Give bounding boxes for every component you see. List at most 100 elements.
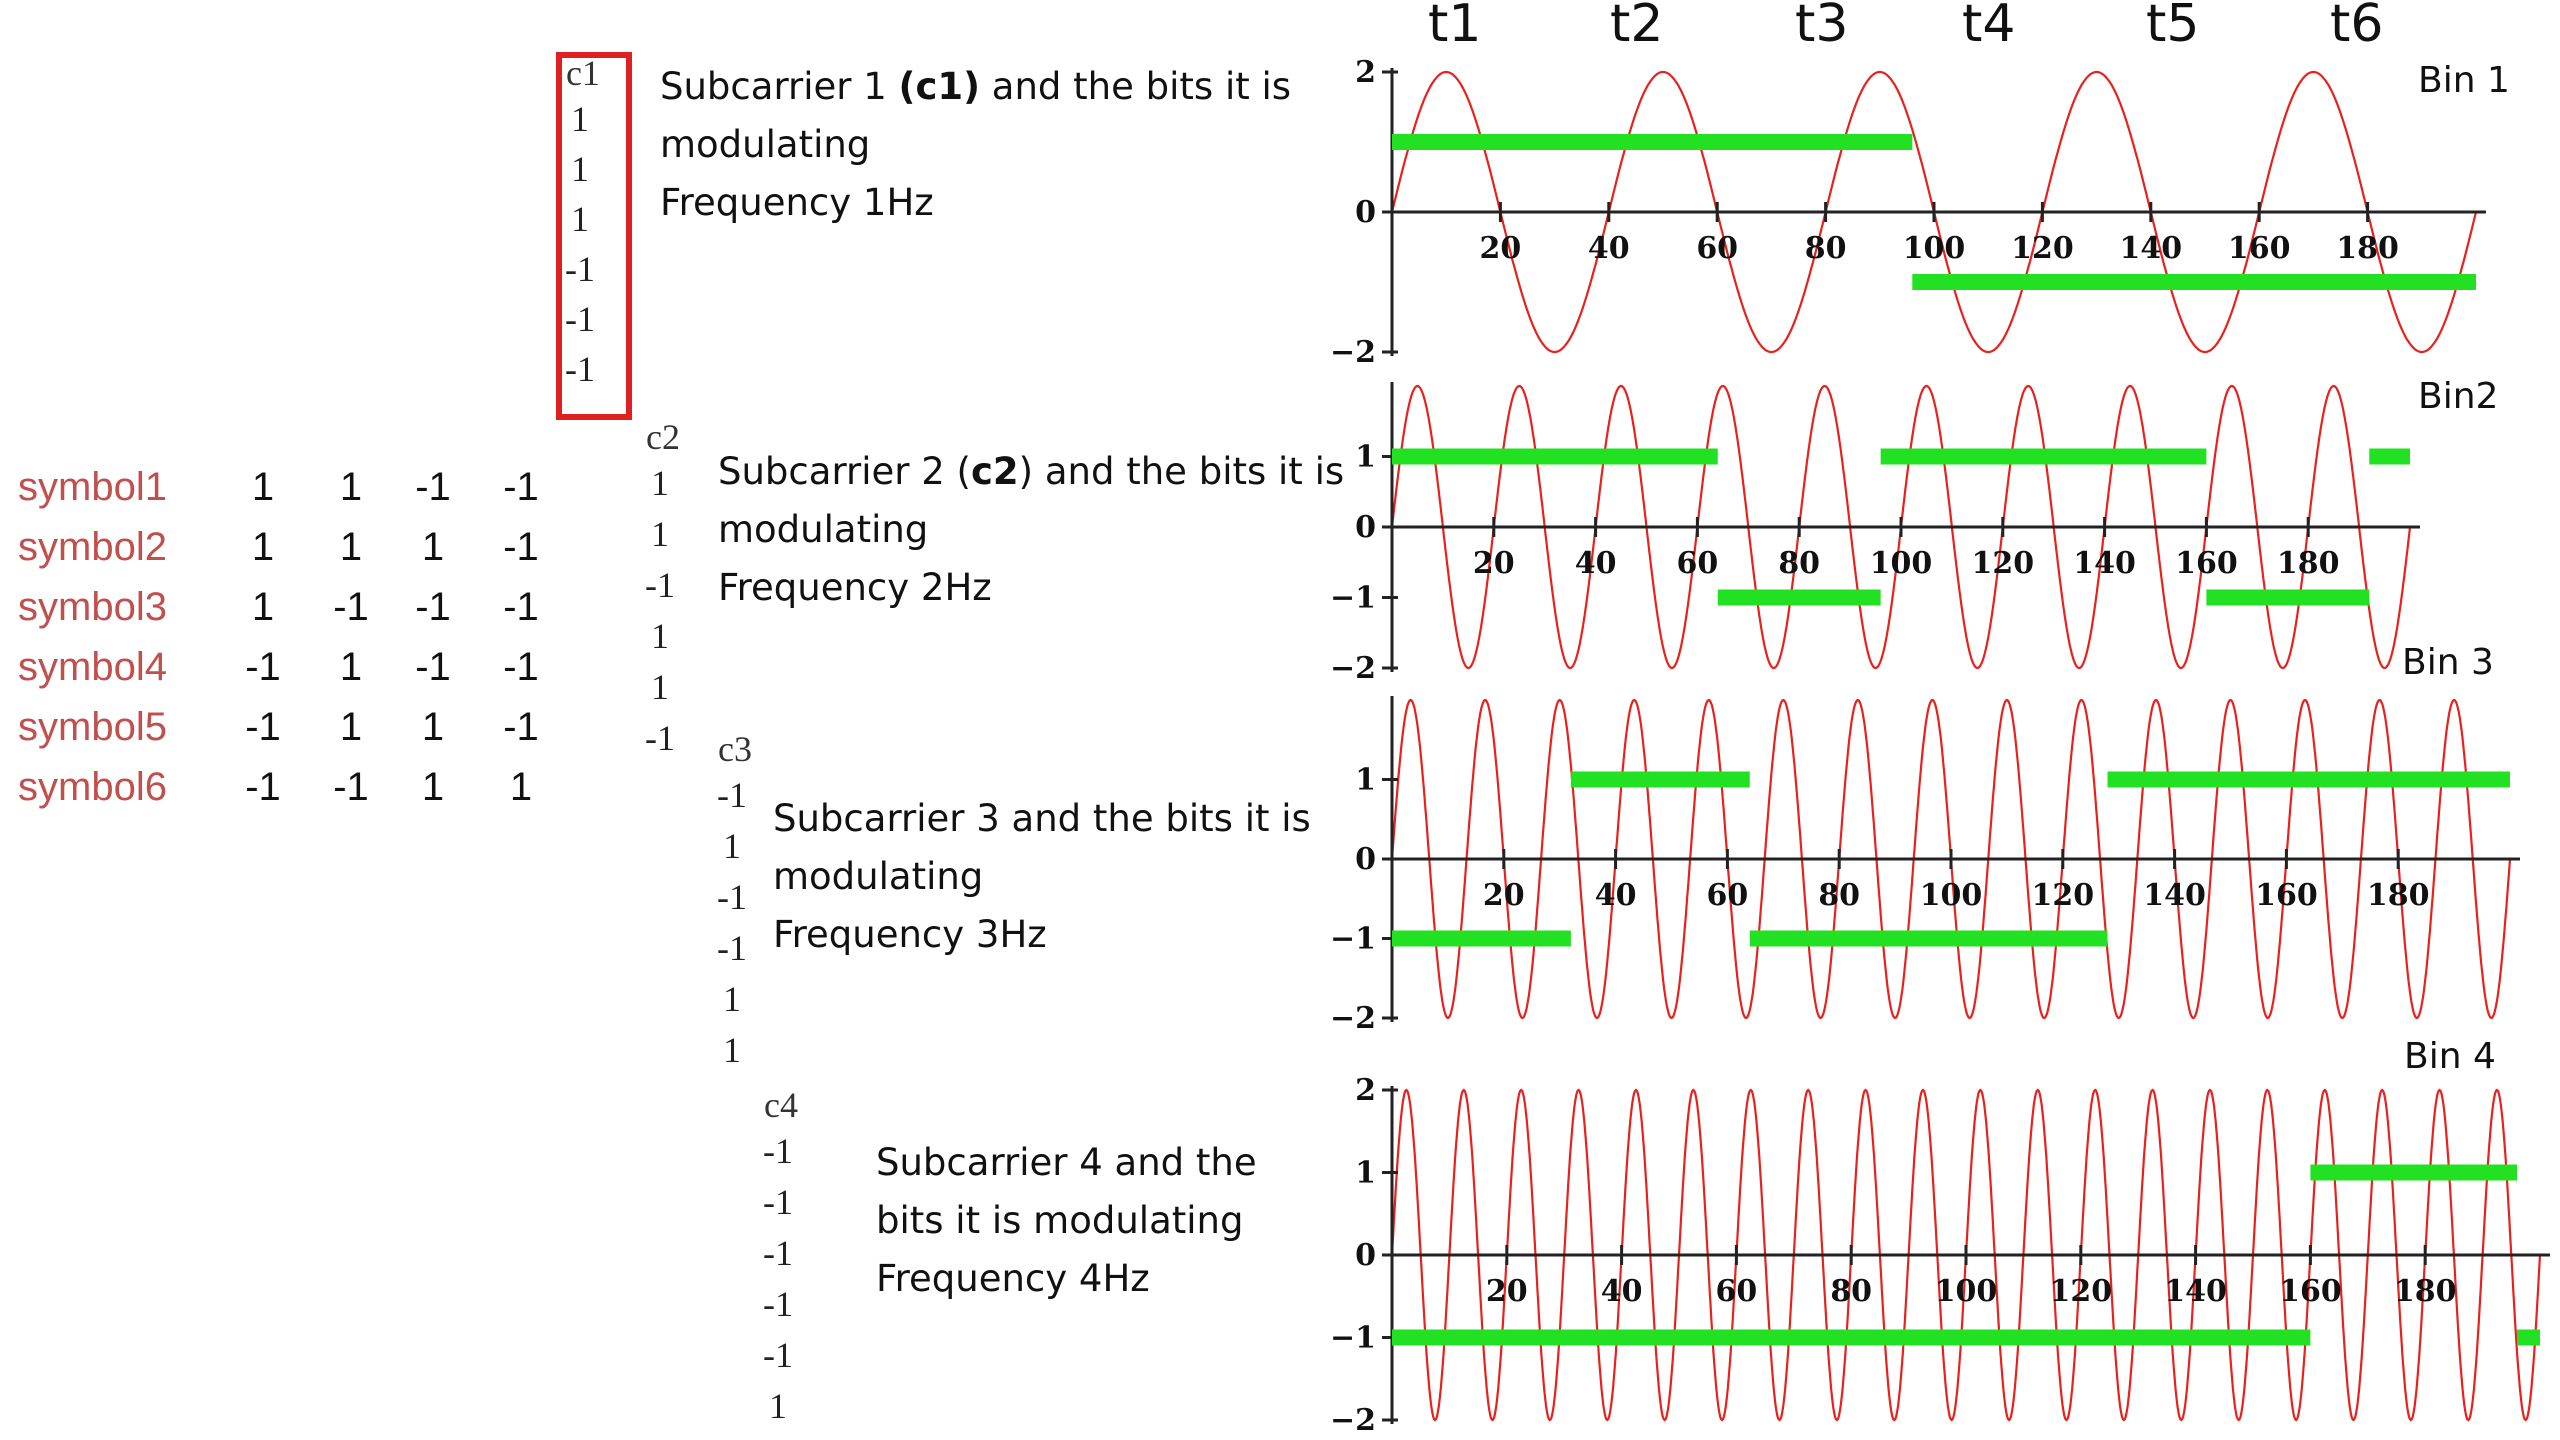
y-tick-label: 0 [1355,510,1376,545]
symbol-bit: 1 [421,525,445,569]
symbol-bit: -1 [245,705,281,749]
y-tick-label: −2 [1330,651,1376,686]
description-c3-line3: Frequency 3Hz [773,913,1047,956]
symbol-table: symbol1 1 1 -1 -1 symbol2 1 1 1 -1 symbol3 1 -1 -1 -1 s… [18,465,558,825]
column-bit-c4: -1 [763,1182,793,1222]
symbol-bit: -1 [415,465,451,509]
x-tick-label: 20 [1483,878,1525,913]
column-bit-c1: -1 [565,249,595,289]
y-tick-label: 1 [1355,763,1376,798]
symbol-bit: 1 [339,525,363,569]
description-c2-line2: modulating [718,508,929,551]
x-tick-label: 180 [2336,231,2399,266]
x-tick-label: 40 [1601,1274,1643,1309]
column-bit-c4: -1 [763,1335,793,1375]
time-label-t1: t1 [1428,0,1482,54]
x-tick-label: 80 [1778,546,1820,581]
x-tick-label: 180 [2367,878,2430,913]
x-tick-label: 100 [1935,1274,1998,1309]
x-tick-label: 120 [2049,1274,2112,1309]
description-c3-line2: modulating [773,855,984,898]
column-bit-c2: 1 [651,514,669,554]
symbol-bit: 1 [509,765,533,809]
symbol-label: symbol2 [18,525,167,569]
symbol-label: symbol1 [18,465,167,509]
bin-title: Bin 3 [2402,642,2494,683]
symbol-bit: 1 [421,765,445,809]
symbol-bit: -1 [503,585,539,629]
x-tick-label: 120 [1971,546,2034,581]
x-tick-label: 140 [2164,1274,2227,1309]
symbol-bit: 1 [251,585,275,629]
x-tick-label: 20 [1480,231,1522,266]
bin-title: Bin2 [2418,376,2499,417]
column-bit-c2: -1 [645,718,675,758]
x-tick-label: 80 [1830,1274,1872,1309]
x-tick-label: 160 [2228,231,2291,266]
subcarrier-columns: c1 1 1 1 -1 -1 -1 c2 1 1 -1 1 1 -1 c3 -1 1 -1 -1 1 1 c4 -1 -1 -1… [0,0,900,1440]
y-tick-label: 0 [1355,842,1376,877]
symbol-bit: 1 [339,705,363,749]
time-label-t6: t6 [2330,0,2384,54]
y-tick-label: 2 [1355,55,1376,90]
description-c2-line1: Subcarrier 2 (c2) and the bits it is [718,450,1345,493]
x-tick-label: 100 [1870,546,1933,581]
column-bit-c3: 1 [723,979,741,1019]
symbol-bit: -1 [503,465,539,509]
x-tick-label: 120 [2011,231,2074,266]
description-c3-line1: Subcarrier 3 and the bits it is [773,797,1311,840]
description-c3: Subcarrier 3 and the bits it is modulati… [773,790,1311,964]
description-c1-line3: Frequency 1Hz [660,181,934,224]
column-bit-c2: 1 [651,616,669,656]
y-tick-label: −1 [1330,581,1376,616]
symbol-bit: 1 [421,705,445,749]
x-tick-label: 180 [2277,546,2340,581]
y-tick-label: 0 [1355,1238,1376,1273]
column-bit-c1: -1 [565,299,595,339]
column-bit-c1: -1 [565,349,595,389]
column-bit-c2: 1 [651,667,669,707]
symbol-label: symbol5 [18,705,167,749]
description-c4-line2: bits it is modulating [876,1199,1244,1242]
symbol-bit: -1 [503,645,539,689]
x-tick-label: 80 [1818,878,1860,913]
y-tick-label: 1 [1355,1156,1376,1191]
y-tick-label: 0 [1355,195,1376,230]
y-tick-label: 1 [1355,440,1376,475]
symbol-bit: -1 [503,705,539,749]
x-tick-label: 20 [1486,1274,1528,1309]
bin-title: Bin 4 [2404,1036,2496,1077]
column-bit-c3: -1 [717,775,747,815]
time-label-t2: t2 [1610,0,1664,54]
description-c1-line1: Subcarrier 1 (c1) and the bits it is [660,65,1292,108]
symbol-bit: 1 [251,465,275,509]
description-c4: Subcarrier 4 and the bits it is modulati… [876,1134,1257,1308]
x-tick-label: 60 [1707,878,1749,913]
x-tick-label: 180 [2394,1274,2457,1309]
x-tick-label: 160 [2175,546,2238,581]
symbol-bit: -1 [245,765,281,809]
y-tick-label: 2 [1355,1073,1376,1108]
column-bit-c1: 1 [571,199,589,239]
column-bit-c1: 1 [571,149,589,189]
x-tick-label: 20 [1473,546,1515,581]
time-label-t5: t5 [2146,0,2200,54]
column-bit-c4: -1 [763,1284,793,1324]
x-tick-label: 40 [1595,878,1637,913]
x-tick-label: 40 [1588,231,1630,266]
y-tick-label: −2 [1330,1403,1376,1438]
x-tick-label: 160 [2279,1274,2342,1309]
symbol-bit: -1 [503,525,539,569]
column-head-c4: c4 [764,1085,798,1125]
description-c1: Subcarrier 1 (c1) and the bits it is mod… [660,58,1291,232]
symbol-bit: -1 [415,645,451,689]
symbol-bit: 1 [251,525,275,569]
description-c2: Subcarrier 2 (c2) and the bits it is mod… [718,443,1344,617]
bin-title: Bin 1 [2418,60,2510,101]
column-head-c1: c1 [566,53,600,93]
x-tick-label: 100 [1920,878,1983,913]
y-tick-label: −1 [1330,922,1376,957]
y-tick-label: −2 [1330,335,1376,370]
x-tick-label: 140 [2073,546,2136,581]
